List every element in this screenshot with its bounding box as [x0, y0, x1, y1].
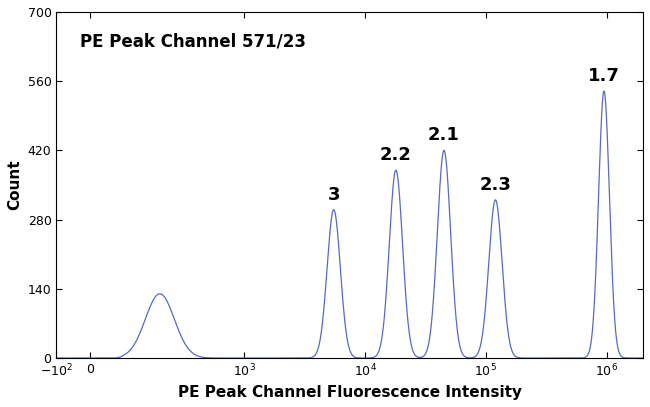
Text: PE Peak Channel 571/23: PE Peak Channel 571/23	[80, 33, 306, 51]
Text: 2.1: 2.1	[428, 127, 460, 144]
Text: 2.3: 2.3	[480, 176, 512, 194]
Y-axis label: Count: Count	[7, 160, 22, 210]
Text: 3: 3	[328, 186, 340, 204]
Text: 2.2: 2.2	[380, 146, 412, 164]
Text: 1.7: 1.7	[588, 67, 620, 85]
X-axis label: PE Peak Channel Fluorescence Intensity: PE Peak Channel Fluorescence Intensity	[177, 385, 522, 400]
